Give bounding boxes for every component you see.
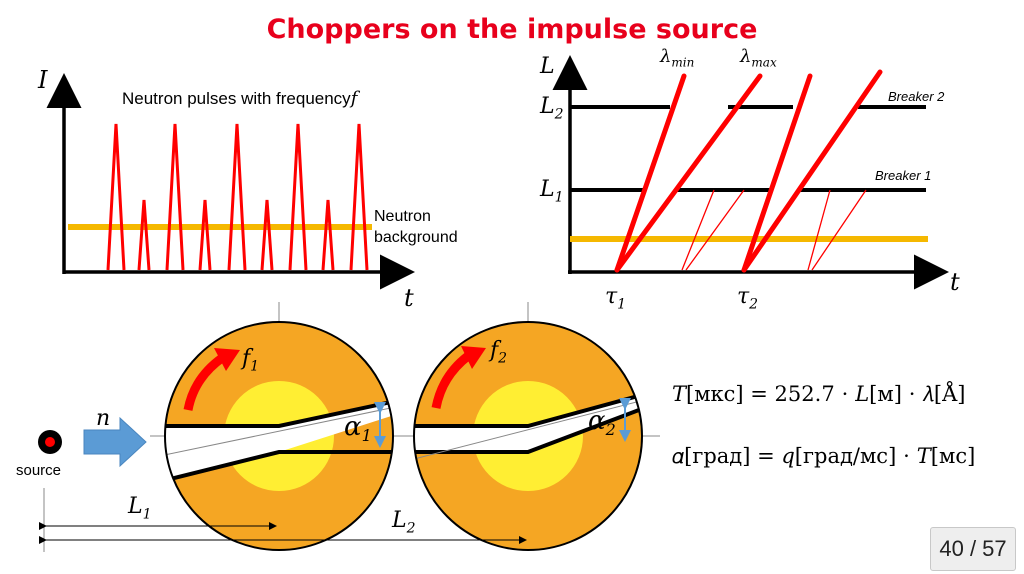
- lambda-max-trajectory-1: [614, 73, 763, 273]
- distance-L1-label: L1: [128, 494, 152, 523]
- small-pulse: [260, 199, 274, 271]
- L2-level-label: L2: [540, 94, 564, 123]
- beam-label: n: [96, 406, 111, 431]
- tau-2-label: τ2: [737, 284, 759, 313]
- chopper-disk-2: [413, 321, 643, 551]
- large-pulse: [106, 123, 126, 271]
- page-number-badge[interactable]: 40 / 57: [930, 527, 1016, 571]
- small-pulse: [321, 199, 335, 271]
- alpha-1-label: α1: [344, 412, 372, 446]
- source-label: source: [16, 462, 62, 479]
- rotation-arrow-1: [183, 354, 225, 411]
- lambda-min-label: λmin: [660, 46, 695, 70]
- breaker-1-label: Breaker 1: [875, 168, 932, 183]
- distance-L2-label: L2: [392, 508, 416, 537]
- L1-level-label: L1: [540, 177, 564, 206]
- time-of-flight-formula: 𝑇[мкс] = 252.7 ⋅ 𝐿[м] ⋅ 𝜆[Å]: [672, 382, 966, 406]
- tau-1-label: τ1: [605, 284, 627, 313]
- chopper-disk-1: [164, 321, 394, 551]
- lambda-max-label: λmax: [740, 46, 777, 70]
- lambda-max-trajectory-2: [741, 69, 883, 273]
- f2-label: f2: [490, 338, 508, 367]
- neutron-pulses: [106, 123, 369, 271]
- large-pulse: [288, 123, 308, 271]
- background-trajectories: [681, 189, 867, 271]
- breaker-2-label: Breaker 2: [888, 89, 945, 104]
- left-plot: [46, 73, 415, 290]
- small-pulse: [137, 199, 151, 271]
- neutron-trajectories: [614, 69, 883, 273]
- choppers: [38, 302, 660, 552]
- slide-title: Choppers on the impulse source: [266, 14, 758, 45]
- alpha-2-label: α2: [588, 406, 616, 440]
- f1-label: f1: [242, 346, 260, 375]
- right-plot-x-axis-label: t: [950, 268, 960, 296]
- background-label-line1: Neutron: [374, 208, 431, 225]
- small-pulse: [198, 199, 212, 271]
- left-plot-x-axis-label: t: [404, 284, 414, 312]
- left-plot-y-axis-label: I: [38, 66, 48, 94]
- phase-angle-formula: 𝛼[град] = 𝑞[град/мс] ⋅ 𝑇[мс]: [672, 444, 976, 468]
- rotation-arrow-1-head: [214, 348, 240, 371]
- right-plot: [552, 55, 949, 290]
- rotation-arrow-2-head: [461, 346, 486, 369]
- source-dot-center: [45, 437, 55, 447]
- lambda-min-trajectory-1: [614, 73, 687, 273]
- neutron-beam-arrow: [83, 416, 147, 468]
- large-pulse: [227, 123, 247, 271]
- neutron-background-label: Neutron background: [374, 206, 458, 248]
- rotation-arrow-2: [431, 352, 471, 409]
- caption-text: Neutron pulses with frequency: [122, 89, 351, 108]
- large-pulse: [349, 123, 369, 271]
- left-plot-caption: Neutron pulses with frequencyf: [122, 88, 357, 109]
- lambda-min-trajectory-2: [741, 73, 813, 273]
- caption-frequency-symbol: f: [350, 88, 358, 109]
- large-pulse: [165, 123, 185, 271]
- background-label-line2: background: [374, 229, 458, 246]
- right-plot-y-axis-label: L: [540, 54, 555, 79]
